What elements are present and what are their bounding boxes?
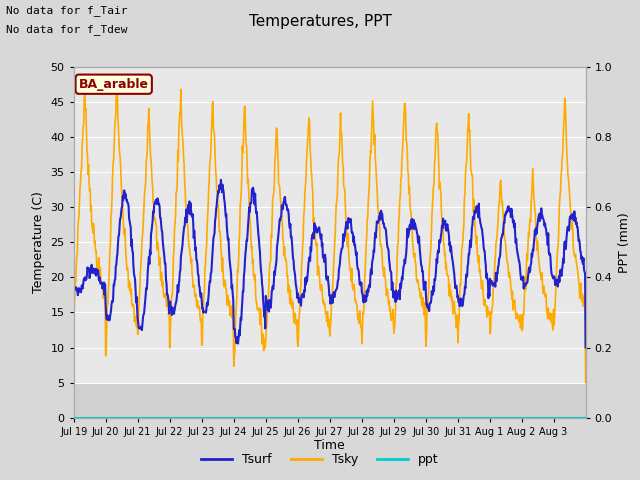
- Text: No data for f_Tair: No data for f_Tair: [6, 5, 128, 16]
- Text: No data for f_Tdew: No data for f_Tdew: [6, 24, 128, 35]
- Text: BA_arable: BA_arable: [79, 78, 148, 91]
- Y-axis label: PPT (mm): PPT (mm): [618, 212, 631, 273]
- Bar: [74, 383, 586, 418]
- Text: Temperatures, PPT: Temperatures, PPT: [248, 14, 392, 29]
- Legend: Tsurf, Tsky, ppt: Tsurf, Tsky, ppt: [196, 448, 444, 471]
- Y-axis label: Temperature (C): Temperature (C): [32, 192, 45, 293]
- X-axis label: Time: Time: [314, 439, 345, 453]
